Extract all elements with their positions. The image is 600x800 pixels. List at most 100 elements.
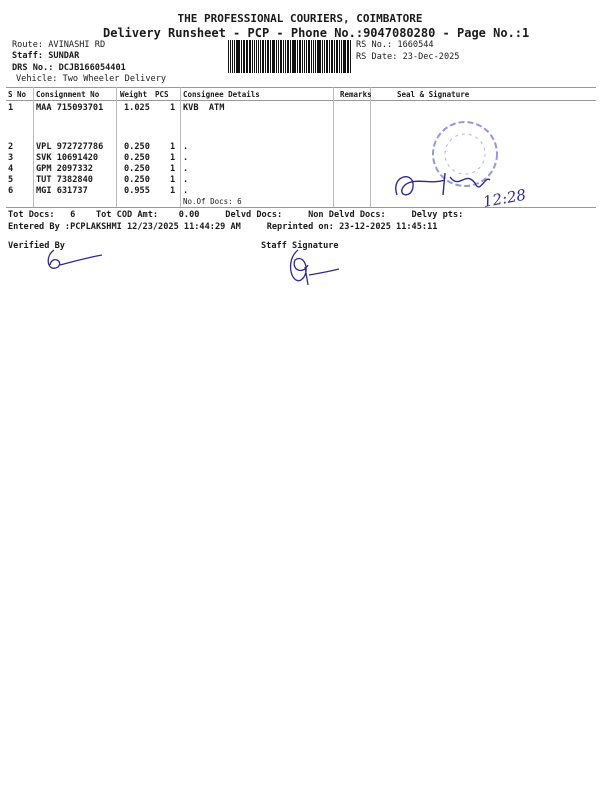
col-divider	[33, 87, 34, 207]
barcode-bar	[258, 40, 260, 73]
row-pcs: 1	[170, 186, 176, 196]
barcode-bar	[300, 40, 302, 73]
row-weight: 0.250	[124, 175, 150, 185]
row-weight: 0.250	[124, 142, 150, 152]
barcode-bar	[331, 40, 332, 73]
barcode-bar	[325, 40, 327, 73]
summary-entered: Entered By :PCPLAKSHMI 12/23/2025 11:44:…	[8, 222, 438, 232]
col-header-pcs: PCS	[155, 90, 169, 99]
barcode-bar	[326, 40, 329, 73]
row-weight: 0.250	[124, 153, 150, 163]
row-sno: 1	[8, 103, 14, 113]
no-of-docs: No.Of Docs: 6	[183, 197, 242, 206]
col-header-seal: Seal & Signature	[397, 90, 470, 99]
barcode-bar	[252, 40, 254, 73]
row-sno: 4	[8, 164, 14, 174]
barcode-bar	[235, 40, 237, 73]
barcode-bar	[248, 40, 250, 73]
verified-by-label: Verified By	[8, 241, 65, 251]
barcode-bar	[324, 40, 325, 73]
row-sno: 2	[8, 142, 14, 152]
barcode-bar	[342, 40, 344, 73]
col-header-weight: Weight	[120, 90, 148, 99]
runsheet-subtitle: Delivery Runsheet - PCP - Phone No.:9047…	[103, 26, 530, 40]
barcode-bar	[240, 40, 242, 73]
barcode-bar	[286, 40, 288, 73]
col-header-consignment: Consignment No	[36, 90, 100, 99]
barcode-bar	[320, 40, 322, 73]
row-pcs: 1	[170, 142, 176, 152]
row-consignment: MGI 631737	[36, 186, 88, 196]
barcode-bar	[272, 40, 274, 73]
barcode-bar	[255, 40, 258, 73]
row-consignment: VPL 972727786	[36, 142, 104, 152]
row-consignee: .	[183, 153, 189, 163]
col-header-sno: S No	[8, 90, 27, 99]
barcode-bar	[247, 40, 248, 73]
row-weight: 0.955	[124, 186, 150, 196]
row-consignment: MAA 715093701	[36, 103, 104, 113]
barcode-bar	[229, 40, 232, 73]
receiver-signature: 12:28	[395, 172, 528, 211]
barcode-bar	[254, 40, 256, 73]
barcode-bar	[282, 40, 284, 73]
row-sno: 6	[8, 186, 14, 196]
barcode-bar	[243, 40, 245, 73]
barcode-bar	[231, 40, 233, 73]
barcode-bar	[298, 40, 300, 73]
barcode-bar	[312, 40, 314, 73]
row-consignment: SVK 10691420	[36, 153, 99, 163]
verifier-signature	[47, 249, 103, 269]
summary-totals: Tot Docs: 6 Tot COD Amt: 0.00 Delvd Docs…	[8, 210, 464, 220]
staff: Staff: SUNDAR	[12, 51, 80, 61]
barcode-bar	[338, 40, 340, 73]
barcode-bar	[314, 40, 316, 73]
barcode-bar	[350, 40, 352, 73]
signature-time: 12:28	[482, 186, 528, 211]
col-header-consignee: Consignee Details	[183, 90, 260, 99]
barcode-bar	[340, 40, 342, 73]
barcode	[228, 40, 352, 73]
seal-stamp	[432, 121, 498, 187]
barcode-bar	[284, 40, 287, 73]
barcode-bar	[344, 40, 346, 73]
barcode-bar	[266, 40, 268, 73]
col-divider	[180, 87, 181, 207]
row-pcs: 1	[170, 153, 176, 163]
barcode-bar	[277, 40, 279, 73]
row-sno: 3	[8, 153, 14, 163]
col-divider	[370, 87, 371, 207]
barcode-bar	[281, 40, 283, 73]
row-pcs: 1	[170, 103, 176, 113]
barcode-bar	[311, 40, 312, 73]
barcode-bar	[309, 40, 311, 73]
barcode-bar	[322, 40, 324, 73]
col-divider	[116, 87, 117, 207]
barcode-bar	[228, 40, 230, 73]
barcode-bar	[250, 40, 252, 73]
vehicle: Vehicle: Two Wheeler Delivery	[16, 74, 167, 84]
barcode-bar	[261, 40, 263, 73]
header-bottom-border	[6, 100, 596, 101]
barcode-bar	[303, 40, 305, 73]
table-top-border	[6, 87, 596, 88]
rs-date: RS Date: 23-Dec-2025	[356, 52, 460, 62]
table-bottom-border	[6, 207, 596, 208]
staff-signature	[289, 249, 340, 286]
col-divider	[333, 87, 334, 207]
drs-number: DRS No.: DCJB166054401	[12, 63, 126, 73]
row-pcs: 1	[170, 175, 176, 185]
rs-number: RS No.: 1660544	[356, 40, 434, 50]
barcode-bar	[294, 40, 296, 73]
staff-signature-label: Staff Signature	[261, 241, 339, 251]
barcode-bar	[332, 40, 334, 73]
barcode-bar	[318, 40, 320, 73]
barcode-bar	[274, 40, 276, 73]
barcode-bar	[337, 40, 338, 73]
row-consignee: .	[183, 164, 189, 174]
barcode-bar	[279, 40, 281, 73]
barcode-bar	[268, 40, 270, 73]
col-header-remarks: Remarks	[340, 90, 372, 99]
barcode-bar	[242, 40, 244, 73]
row-consignment: GPM 2097332	[36, 164, 93, 174]
